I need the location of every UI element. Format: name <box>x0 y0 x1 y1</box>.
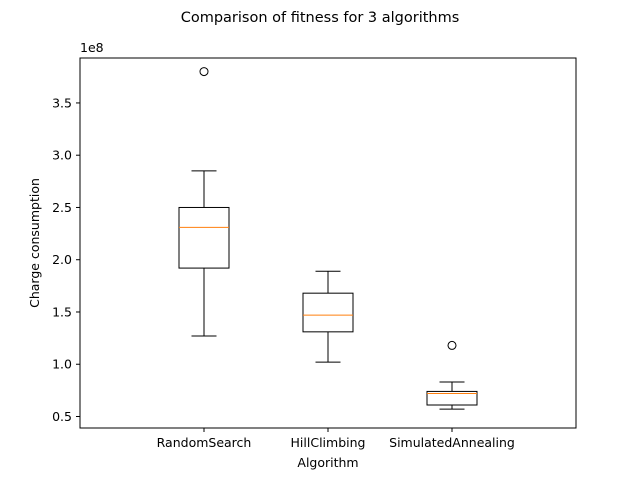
y-axis-label: Charge consumption <box>27 178 42 308</box>
outlier-point <box>447 340 457 350</box>
box-RandomSearch <box>178 67 230 337</box>
box-SimulatedAnnealing <box>426 340 478 410</box>
y-axis-multiplier: 1e8 <box>80 40 104 55</box>
x-tick-label: RandomSearch <box>157 435 252 450</box>
y-tick-label: 0.5 <box>52 409 72 424</box>
y-tick-label: 3.0 <box>52 148 72 163</box>
box-iqr <box>426 390 478 406</box>
box-iqr <box>302 292 354 333</box>
x-tick-label: SimulatedAnnealing <box>389 435 515 450</box>
chart-title: Comparison of fitness for 3 algorithms <box>181 10 460 26</box>
y-tick-label: 1.0 <box>52 357 72 372</box>
x-axis-ticks: RandomSearch HillClimbing SimulatedAnneali… <box>157 428 515 450</box>
y-axis-ticks: 0.5 1.0 1.5 2.0 2.5 3.0 3.5 <box>52 95 80 424</box>
box-iqr <box>178 206 230 269</box>
x-axis-label: Algorithm <box>297 455 358 470</box>
outlier-point <box>199 67 209 77</box>
y-tick-label: 2.0 <box>52 252 72 267</box>
x-tick-label: HillClimbing <box>291 435 366 450</box>
y-tick-label: 2.5 <box>52 200 72 215</box>
plot-area <box>178 67 478 410</box>
y-tick-label: 3.5 <box>52 95 72 110</box>
y-tick-label: 1.5 <box>52 304 72 319</box>
box-HillClimbing <box>302 270 354 363</box>
